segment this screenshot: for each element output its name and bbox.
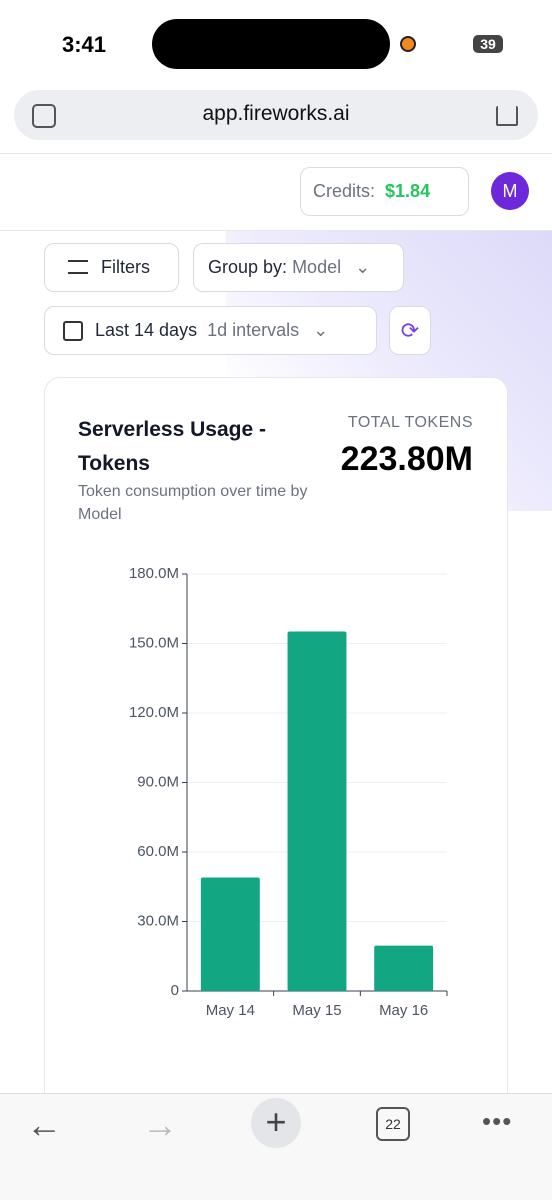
card [44, 377, 508, 1137]
avatar[interactable]: M [491, 172, 529, 210]
bar [200, 877, 260, 991]
refresh-button[interactable]: ⟳ [389, 306, 431, 355]
header-divider [0, 153, 552, 154]
tabs-button[interactable]: 22 [376, 1107, 410, 1141]
credits-label: Credits: [313, 181, 376, 201]
scan-icon[interactable] [32, 104, 56, 128]
x-tick-label: May 16 [379, 1002, 428, 1019]
group-by-label: Group by: [208, 257, 288, 277]
header-divider [0, 230, 552, 231]
bar [374, 945, 434, 991]
chevron: ⌄ [313, 320, 329, 340]
filter-icon [68, 260, 88, 274]
credits-box[interactable]: Credits: $1.84 [300, 167, 469, 216]
interval: 1d intervals [207, 320, 300, 340]
y-tick-label: 150.0M [129, 634, 179, 651]
total-label: TOTAL TOKENS [347, 414, 473, 431]
share-icon[interactable] [496, 106, 518, 126]
bar [287, 631, 347, 991]
filters-button[interactable]: Filters [44, 243, 179, 292]
y-tick-label: 0 [171, 982, 179, 999]
total-value: 223.80M [340, 440, 473, 478]
group-by-value: Model [292, 257, 342, 277]
more-button[interactable]: ••• [482, 1106, 513, 1136]
back-button[interactable]: ← [26, 1104, 62, 1145]
forward-button[interactable]: → [142, 1104, 178, 1145]
date-range-button[interactable]: Last 14 days 1d intervals ⌄ [44, 306, 377, 355]
chevron: ⌄ [355, 257, 371, 277]
card-subtitle: Token consumption over time by Model [78, 483, 308, 523]
url[interactable]: app.fireworks.ai [202, 102, 350, 125]
y-tick-label: 30.0M [137, 912, 179, 929]
calendar-icon [63, 321, 83, 341]
filters-label: Filters [101, 257, 150, 277]
x-tick-label: May 15 [292, 1002, 341, 1019]
recording-dot [400, 36, 416, 52]
new-tab-button[interactable]: + [251, 1098, 301, 1148]
y-tick-label: 90.0M [137, 773, 179, 790]
url-bar[interactable] [14, 90, 538, 140]
credits-amount: $1.84 [385, 181, 431, 201]
card-title: Serverless Usage - Tokens [78, 418, 266, 475]
x-tick-label: May 14 [206, 1002, 255, 1019]
y-tick-label: 180.0M [129, 565, 179, 582]
group-by-button[interactable]: Group by: Model ⌄ [193, 243, 404, 292]
status-time: 3:41 [62, 32, 107, 57]
date-range: Last 14 days [95, 320, 198, 340]
y-tick-label: 60.0M [137, 843, 179, 860]
dynamic-island [152, 19, 390, 69]
y-tick-label: 120.0M [129, 704, 179, 721]
battery: 39 [473, 35, 503, 53]
